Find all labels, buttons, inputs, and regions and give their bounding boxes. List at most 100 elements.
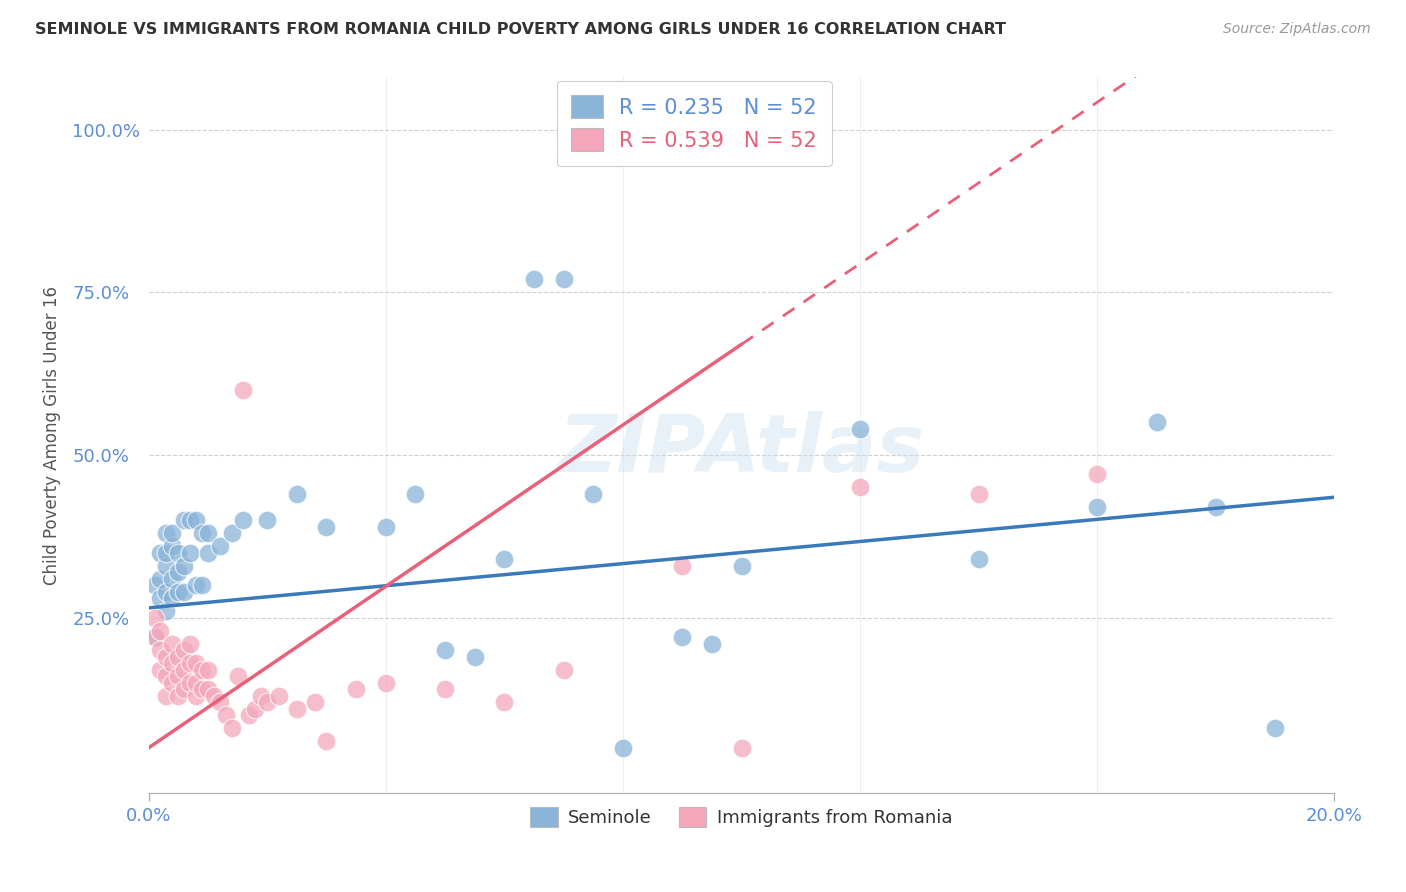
Point [967, 487, 990, 501]
Text: ZIPAtlas: ZIPAtlas [558, 410, 925, 489]
Point [184, 689, 207, 703]
Point [162, 656, 184, 670]
Point [143, 610, 166, 624]
Point [315, 519, 337, 533]
Point [232, 383, 254, 397]
Point [374, 519, 396, 533]
Point [553, 663, 575, 677]
Text: SEMINOLE VS IMMIGRANTS FROM ROMANIA CHILD POVERTY AMONG GIRLS UNDER 16 CORRELATI: SEMINOLE VS IMMIGRANTS FROM ROMANIA CHIL… [35, 22, 1007, 37]
Point [221, 526, 243, 541]
Point [149, 663, 172, 677]
Point [374, 675, 396, 690]
Point [245, 702, 267, 716]
Point [173, 513, 195, 527]
Point [155, 545, 177, 559]
Point [162, 539, 184, 553]
Legend: Seminole, Immigrants from Romania: Seminole, Immigrants from Romania [523, 800, 960, 834]
Point [464, 649, 486, 664]
Point [730, 558, 752, 573]
Point [730, 740, 752, 755]
Point [162, 637, 184, 651]
Y-axis label: Child Poverty Among Girls Under 16: Child Poverty Among Girls Under 16 [44, 286, 60, 585]
Point [179, 637, 201, 651]
Point [179, 513, 201, 527]
Point [700, 637, 723, 651]
Point [523, 272, 546, 286]
Point [582, 487, 605, 501]
Point [149, 545, 172, 559]
Point [849, 480, 872, 494]
Point [1205, 500, 1227, 514]
Point [155, 604, 177, 618]
Point [612, 110, 634, 124]
Point [315, 734, 337, 748]
Point [221, 721, 243, 735]
Point [155, 526, 177, 541]
Point [149, 624, 172, 638]
Point [179, 656, 201, 670]
Point [179, 545, 201, 559]
Point [167, 584, 190, 599]
Point [167, 545, 190, 559]
Point [162, 591, 184, 606]
Point [149, 572, 172, 586]
Point [173, 558, 195, 573]
Point [173, 643, 195, 657]
Point [285, 487, 308, 501]
Point [191, 578, 214, 592]
Point [285, 702, 308, 716]
Point [167, 565, 190, 579]
Point [267, 689, 290, 703]
Point [197, 526, 219, 541]
Point [184, 675, 207, 690]
Point [184, 578, 207, 592]
Point [494, 695, 516, 709]
Point [197, 682, 219, 697]
Point [155, 669, 177, 683]
Point [191, 663, 214, 677]
Point [143, 578, 166, 592]
Point [404, 487, 426, 501]
Point [202, 689, 225, 703]
Point [143, 630, 166, 644]
Point [1085, 500, 1108, 514]
Point [232, 513, 254, 527]
Point [155, 649, 177, 664]
Point [197, 663, 219, 677]
Point [612, 740, 634, 755]
Point [184, 656, 207, 670]
Point [208, 539, 231, 553]
Point [553, 272, 575, 286]
Point [197, 545, 219, 559]
Point [250, 689, 273, 703]
Point [167, 669, 190, 683]
Point [215, 708, 238, 723]
Point [208, 695, 231, 709]
Point [671, 630, 693, 644]
Point [167, 649, 190, 664]
Point [1146, 416, 1168, 430]
Point [162, 675, 184, 690]
Point [304, 695, 326, 709]
Point [434, 643, 457, 657]
Point [155, 584, 177, 599]
Point [155, 558, 177, 573]
Point [671, 558, 693, 573]
Point [173, 682, 195, 697]
Point [173, 663, 195, 677]
Point [1264, 721, 1286, 735]
Point [184, 513, 207, 527]
Point [1085, 467, 1108, 482]
Point [494, 552, 516, 566]
Point [191, 526, 214, 541]
Point [256, 513, 278, 527]
Point [191, 682, 214, 697]
Point [143, 630, 166, 644]
Point [226, 669, 249, 683]
Point [155, 689, 177, 703]
Text: Source: ZipAtlas.com: Source: ZipAtlas.com [1223, 22, 1371, 37]
Point [162, 572, 184, 586]
Point [179, 675, 201, 690]
Point [434, 682, 457, 697]
Point [162, 526, 184, 541]
